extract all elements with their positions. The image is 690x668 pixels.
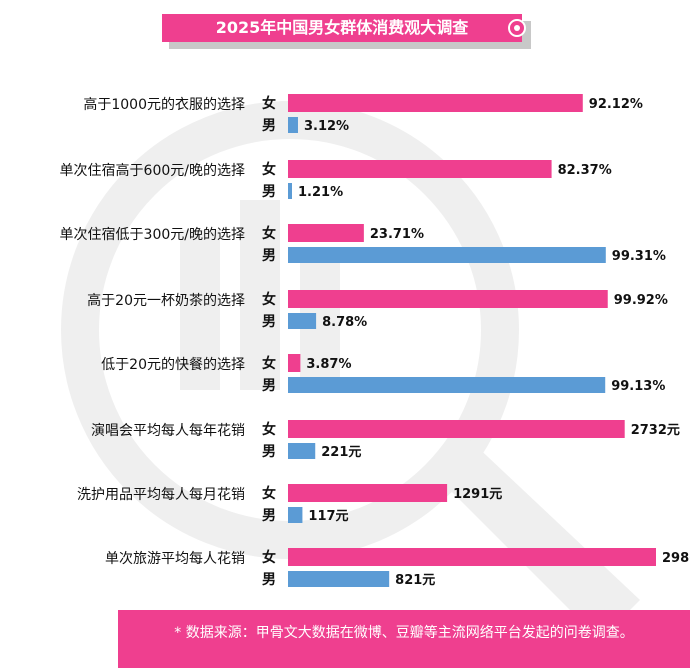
bar xyxy=(288,420,625,438)
data-label: 99.31% xyxy=(612,249,666,264)
data-label: 23.71% xyxy=(370,227,424,242)
series-label: 男 xyxy=(262,508,276,524)
category-label: 洗护用品平均每人每月花销 xyxy=(77,487,245,503)
bar xyxy=(288,183,292,199)
series-label: 女 xyxy=(262,421,276,438)
series-label: 女 xyxy=(262,161,276,178)
chart-title-text: 2025年中国男女群体消费观大调查 xyxy=(215,18,469,37)
series-label: 女 xyxy=(262,485,276,502)
category-label: 高于1000元的衣服的选择 xyxy=(83,96,245,113)
series-label: 女 xyxy=(262,291,276,308)
data-label: 3.87% xyxy=(306,357,351,372)
series-label: 男 xyxy=(262,314,276,330)
bar xyxy=(288,377,606,393)
series-label: 男 xyxy=(262,184,276,200)
data-label: 99.92% xyxy=(614,293,668,308)
data-label: 99.13% xyxy=(611,379,665,394)
bar xyxy=(288,354,301,372)
eye-icon xyxy=(508,19,526,37)
footer-note: * 数据来源：甲骨文大数据在微博、豆瓣等主流网络平台发起的问卷调查。 xyxy=(118,610,690,668)
bar xyxy=(288,443,316,459)
data-label: 2732元 xyxy=(631,423,680,438)
data-label: 82.37% xyxy=(558,163,612,178)
bar xyxy=(288,484,448,502)
category-label: 单次住宿高于600元/晚的选择 xyxy=(60,162,245,179)
series-label: 男 xyxy=(262,118,276,134)
bar xyxy=(288,247,606,263)
series-label: 女 xyxy=(262,549,276,566)
data-label: 8.78% xyxy=(322,315,367,330)
series-label: 男 xyxy=(262,572,276,588)
chart-title: 2025年中国男女群体消费观大调查 xyxy=(162,14,522,42)
data-label: 3.12% xyxy=(304,119,349,134)
title-banner: 2025年中国男女群体消费观大调查 xyxy=(162,14,532,50)
category-label: 高于20元一杯奶茶的选择 xyxy=(87,292,245,309)
series-label: 男 xyxy=(262,378,276,394)
category-label: 单次旅游平均每人花销 xyxy=(105,551,245,567)
category-label: 演唱会平均每人每年花销 xyxy=(91,423,245,439)
series-label: 男 xyxy=(262,248,276,264)
data-label: 221元 xyxy=(321,445,361,460)
series-label: 男 xyxy=(262,444,276,460)
bar xyxy=(288,290,608,308)
footer-note-text: * 数据来源：甲骨文大数据在微博、豆瓣等主流网络平台发起的问卷调查。 xyxy=(174,625,634,641)
bar xyxy=(288,224,364,242)
bar xyxy=(288,571,390,587)
data-label: 117元 xyxy=(308,509,348,524)
category-label: 单次住宿低于300元/晚的选择 xyxy=(60,226,245,243)
bar xyxy=(288,94,583,112)
bar xyxy=(288,548,656,566)
bar-chart: 高于1000元的衣服的选择女 92.12%男 3.12%单次住宿高于600元/晚的选… xyxy=(60,94,690,588)
data-label: 821元 xyxy=(395,573,435,588)
bar xyxy=(288,117,298,133)
data-label: 2986元 xyxy=(662,551,690,566)
bar xyxy=(288,313,317,329)
category-label: 低于20元的快餐的选择 xyxy=(101,357,245,373)
series-label: 女 xyxy=(262,355,276,372)
series-label: 女 xyxy=(262,225,276,242)
series-label: 女 xyxy=(262,95,276,112)
data-label: 1291元 xyxy=(453,487,502,502)
data-label: 92.12% xyxy=(589,97,643,112)
data-label: 1.21% xyxy=(298,185,343,200)
bar xyxy=(288,507,303,523)
bar xyxy=(288,160,552,178)
